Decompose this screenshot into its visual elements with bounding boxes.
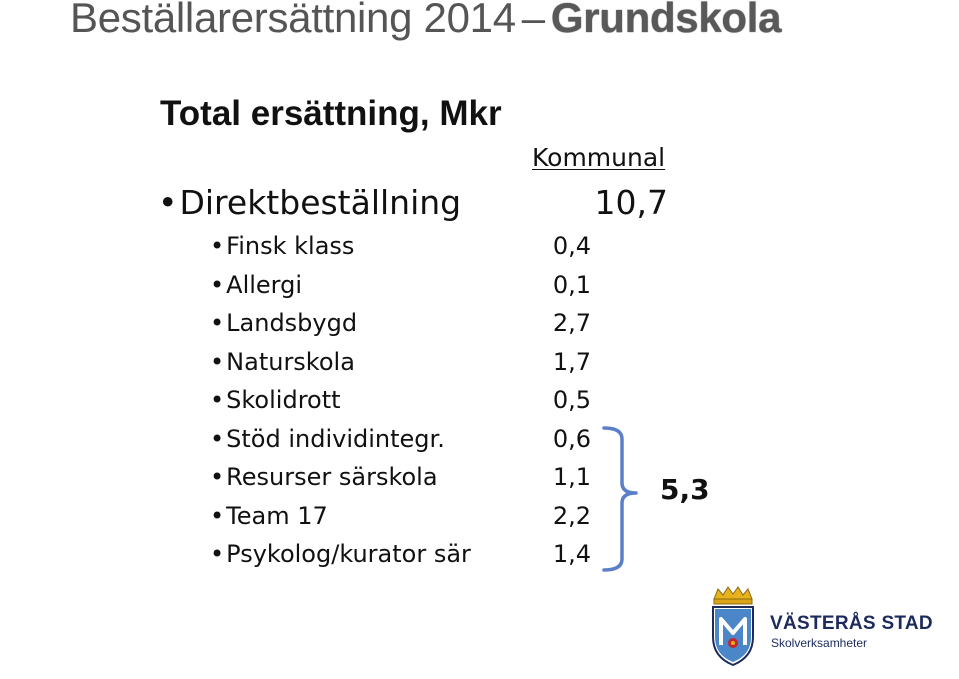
slide-title-emphasis: Grundskola <box>550 0 782 41</box>
brand-subtitle: Skolverksamheter <box>771 636 868 650</box>
list-item-value: 2,2 <box>552 501 591 530</box>
list-item-label: Skolidrott <box>226 386 341 414</box>
slide-subtitle: Total ersättning, Mkr <box>160 94 502 133</box>
bullet: • <box>210 270 225 299</box>
list-item-value: 0,4 <box>552 232 591 260</box>
list-item-value: 1,1 <box>552 463 591 491</box>
list-item-value: 0,5 <box>552 386 591 414</box>
slide-title-separator: – <box>521 0 545 41</box>
bullet: • <box>210 463 225 491</box>
list-item-value: 0,1 <box>552 270 591 299</box>
list-item: •Finsk klass 0,4 <box>210 232 595 271</box>
list-item: •Naturskola 1,7 <box>210 348 595 387</box>
vasteras-crest-icon <box>712 586 754 667</box>
main-item-row: •Direktbeställning 10,7 <box>158 183 668 223</box>
list-item-label: Finsk klass <box>226 232 355 260</box>
sub-item-list: •Finsk klass 0,4 •Allergi 0,1 •Landsbygd… <box>210 232 595 579</box>
main-item-label: Direktbeställning <box>179 183 462 222</box>
bullet: • <box>210 232 225 260</box>
list-item-label: Psykolog/kurator sär <box>226 540 471 568</box>
brand-name: VÄSTERÅS STAD <box>770 613 933 634</box>
list-item: •Psykolog/kurator sär 1,4 <box>210 540 595 579</box>
list-item-label: Allergi <box>226 270 303 299</box>
grouping-brace-icon <box>602 426 638 572</box>
list-item: •Resurser särskola 1,1 <box>210 463 595 502</box>
list-item: •Allergi 0,1 <box>210 271 595 310</box>
list-item-value: 2,7 <box>552 309 591 337</box>
list-item: •Skolidrott 0,5 <box>210 386 595 425</box>
main-item-label-wrap: •Direktbeställning <box>158 183 461 222</box>
list-item-label: Landsbygd <box>226 309 358 337</box>
list-item-label: Naturskola <box>226 347 355 376</box>
list-item-value: 0,6 <box>552 424 591 453</box>
bullet: • <box>210 424 225 453</box>
list-item-value: 1,4 <box>552 540 591 568</box>
group-total-value: 5,3 <box>660 473 710 506</box>
list-item: •Stöd individintegr. 0,6 <box>210 425 595 464</box>
list-item-label: Team 17 <box>226 501 328 530</box>
bullet: • <box>210 309 225 337</box>
list-item-label: Stöd individintegr. <box>226 424 445 453</box>
bullet: • <box>210 347 225 376</box>
column-header: Kommunal <box>532 143 666 172</box>
vasteras-logo: VÄSTERÅS STAD Skolverksamheter <box>708 585 953 675</box>
bullet: • <box>210 386 225 414</box>
bullet: • <box>210 501 225 530</box>
list-item-value: 1,7 <box>552 347 591 376</box>
list-item-label: Resurser särskola <box>226 463 438 491</box>
bullet: • <box>158 183 178 222</box>
list-item: •Landsbygd 2,7 <box>210 309 595 348</box>
slide-title-main: Beställarersättning 2014 <box>70 0 516 41</box>
main-item-value: 10,7 <box>594 183 668 222</box>
bullet: • <box>210 540 225 568</box>
list-item: •Team 17 2,2 <box>210 502 595 541</box>
slide-title: Beställarersättning 2014– Grundskola <box>70 0 782 42</box>
